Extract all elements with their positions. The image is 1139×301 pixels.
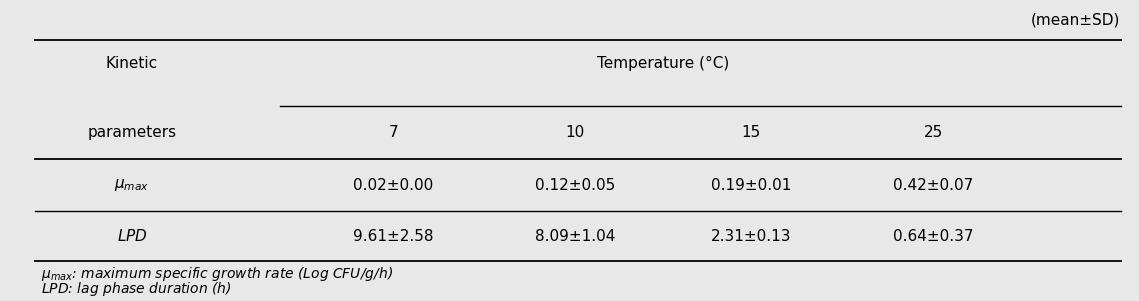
Text: 2.31±0.13: 2.31±0.13 — [711, 229, 792, 244]
Text: 0.19±0.01: 0.19±0.01 — [711, 178, 792, 193]
Text: 0.42±0.07: 0.42±0.07 — [893, 178, 973, 193]
Text: 25: 25 — [924, 125, 943, 140]
Text: 0.64±0.37: 0.64±0.37 — [893, 229, 974, 244]
Text: Temperature (°C): Temperature (°C) — [597, 56, 729, 71]
Text: 15: 15 — [741, 125, 761, 140]
Text: (mean±SD): (mean±SD) — [1031, 13, 1121, 28]
Text: 8.09±1.04: 8.09±1.04 — [535, 229, 615, 244]
Text: $\mu_{max}$: $\mu_{max}$ — [114, 177, 149, 193]
Text: 0.12±0.05: 0.12±0.05 — [535, 178, 615, 193]
Text: $LPD$: $LPD$ — [116, 228, 147, 244]
Text: parameters: parameters — [88, 125, 177, 140]
Text: 10: 10 — [566, 125, 584, 140]
Text: $LPD$: lag phase duration (h): $LPD$: lag phase duration (h) — [41, 280, 232, 298]
Text: 7: 7 — [388, 125, 399, 140]
Text: 9.61±2.58: 9.61±2.58 — [353, 229, 434, 244]
Text: 0.02±0.00: 0.02±0.00 — [353, 178, 434, 193]
Text: Kinetic: Kinetic — [106, 56, 158, 71]
Text: $\mu_{max}$: maximum specific growth rate (Log CFU/g/h): $\mu_{max}$: maximum specific growth rat… — [41, 265, 393, 283]
